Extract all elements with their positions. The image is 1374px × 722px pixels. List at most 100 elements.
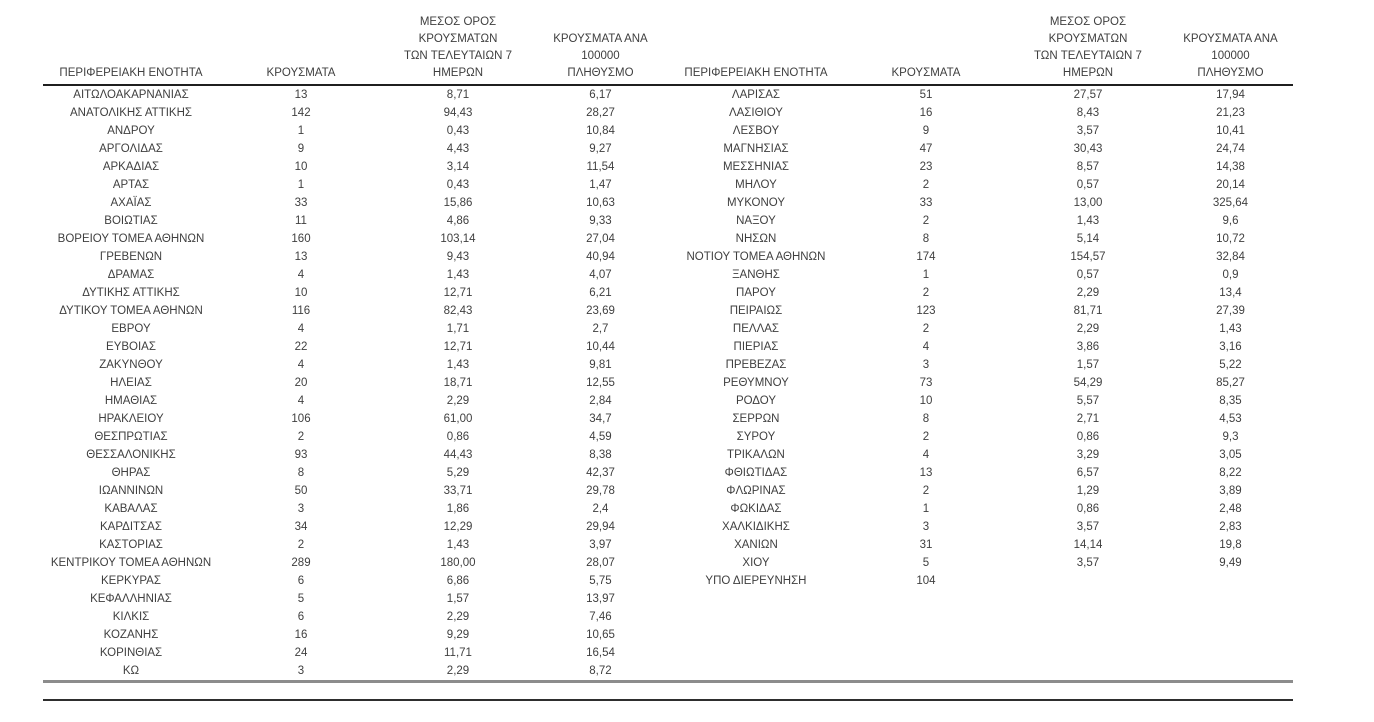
per100k-value: 10,65 — [586, 629, 615, 641]
region-name: ΘΕΣΣΑΛΟΝΙΚΗΣ — [86, 449, 176, 461]
cases-value: 289 — [291, 557, 311, 569]
per100k-value: 10,44 — [586, 341, 615, 353]
cases-value — [844, 626, 1008, 644]
region-name: ΒΟΙΩΤΙΑΣ — [104, 215, 158, 227]
table-row: ΑΧΑΪΑΣ 33 15,86 10,63 ΜΥΚΟΝΟΥ 33 13,00 325,64 — [43, 194, 1293, 212]
region-name: ΚΑΒΑΛΑΣ — [104, 503, 158, 515]
per100k-value: 8,38 — [589, 449, 612, 461]
per100k-value — [1168, 626, 1293, 644]
region-name: ΚΕΡΚΥΡΑΣ — [101, 575, 161, 587]
region-name: ΜΥΚΟΝΟΥ — [726, 197, 785, 209]
region-name: ΛΑΣΙΘΙΟΥ — [728, 107, 783, 119]
avg7day-value: 1,43 — [1076, 215, 1100, 227]
region-name: ΘΕΣΠΡΩΤΙΑΣ — [94, 431, 168, 443]
region-name: ΚΟΡΙΝΘΙΑΣ — [99, 647, 163, 659]
region-name — [668, 626, 844, 644]
per100k-value: 1,43 — [1219, 323, 1242, 335]
cases-value: 3 — [922, 521, 930, 533]
cases-value: 11 — [295, 215, 307, 227]
table-row: ΒΟΡΕΙΟΥ ΤΟΜΕΑ ΑΘΗΝΩΝ 160 103,14 27,04 ΝΗΣΩΝ 8… — [43, 230, 1293, 248]
avg7day-value: 0,43 — [446, 125, 470, 137]
region-name: ΝΑΞΟΥ — [736, 215, 776, 227]
region-name: ΚΙΛΚΙΣ — [112, 611, 150, 623]
region-name: ΚΕΝΤΡΙΚΟΥ ΤΟΜΕΑ ΑΘΗΝΩΝ — [50, 557, 212, 569]
per100k-value: 28,27 — [586, 107, 615, 119]
table-row: ΑΡΓΟΛΙΔΑΣ 9 4,43 9,27 ΜΑΓΝΗΣΙΑΣ 47 30,43 24,74 — [43, 140, 1293, 158]
per100k-value: 0,9 — [1222, 269, 1239, 281]
region-name: ΧΙΟΥ — [742, 557, 770, 569]
avg7day-value: 82,43 — [443, 305, 473, 317]
per100k-value: 23,69 — [586, 305, 615, 317]
table-row: ΚΙΛΚΙΣ 6 2,29 7,46 — [43, 608, 1293, 626]
per100k-value: 6,17 — [589, 89, 612, 101]
table-row: ΚΟΖΑΝΗΣ 16 9,29 10,65 — [43, 626, 1293, 644]
table-row: ΗΜΑΘΙΑΣ 4 2,29 2,84 ΡΟΔΟΥ 10 5,57 8,35 — [43, 392, 1293, 410]
avg7day-value: 9,43 — [446, 251, 470, 263]
header-per100k-right: ΚΡΟΥΣΜΑΤΑ ΑΝΑ 100000 ΠΛΗΘΥΣΜΟ — [1183, 33, 1278, 79]
header-row: ΠΕΡΙΦΕΡΕΙΑΚΗ ΕΝΟΤΗΤΑ ΚΡΟΥΣΜΑΤΑ ΜΕΣΟΣ ΟΡΟ… — [43, 12, 1293, 85]
avg7day-value: 2,29 — [1076, 287, 1100, 299]
avg7day-value: 8,43 — [1076, 107, 1100, 119]
cases-value: 33 — [919, 197, 933, 209]
region-name: ΚΑΡΔΙΤΣΑΣ — [100, 521, 162, 533]
table-row: ΔΥΤΙΚΟΥ ΤΟΜΕΑ ΑΘΗΝΩΝ 116 82,43 23,69 ΠΕΙΡΑΙΩ… — [43, 302, 1293, 320]
region-name: ΠΑΡΟΥ — [736, 287, 776, 299]
avg7day-value: 11,71 — [444, 647, 472, 659]
table-row: ΚΑΡΔΙΤΣΑΣ 34 12,29 29,94 ΧΑΛΚΙΔΙΚΗΣ 3 3,57 2,83 — [43, 518, 1293, 536]
per100k-value: 2,84 — [589, 395, 612, 407]
region-name: ΗΜΑΘΙΑΣ — [104, 395, 158, 407]
avg7day-value: 1,43 — [446, 539, 470, 551]
region-name: ΡΕΘΥΜΝΟΥ — [723, 377, 789, 389]
cases-value: 51 — [919, 89, 933, 101]
avg7day-value: 1,71 — [446, 323, 470, 335]
avg7day-value: 3,57 — [1076, 125, 1100, 137]
per100k-value: 21,23 — [1216, 107, 1245, 119]
avg7day-value: 3,29 — [1076, 449, 1100, 461]
cases-value: 47 — [919, 143, 933, 155]
avg7day-value: 0,43 — [446, 179, 470, 191]
region-name — [668, 590, 844, 608]
per100k-value: 325,64 — [1212, 197, 1249, 209]
region-name: ΑΡΤΑΣ — [112, 179, 150, 191]
cases-value: 5 — [922, 557, 930, 569]
region-name: ΔΡΑΜΑΣ — [107, 269, 155, 281]
cases-value: 24 — [294, 647, 308, 659]
per100k-value: 24,74 — [1216, 143, 1245, 155]
cases-value — [844, 608, 1008, 626]
avg7day-value: 33,71 — [443, 485, 473, 497]
cases-value: 4 — [297, 359, 305, 371]
avg7day-value: 2,29 — [1076, 323, 1100, 335]
per100k-value: 13,4 — [1219, 287, 1242, 299]
per100k-value: 32,84 — [1216, 251, 1245, 263]
per100k-value — [1168, 590, 1293, 608]
cases-value: 16 — [919, 107, 933, 119]
cases-value: 2 — [922, 179, 930, 191]
avg7day-value — [1008, 608, 1168, 626]
cases-value: 1 — [297, 179, 305, 191]
avg7day-value: 18,71 — [443, 377, 473, 389]
per100k-value: 6,21 — [589, 287, 612, 299]
per100k-value: 16,54 — [586, 647, 615, 659]
avg7day-value — [1008, 590, 1168, 608]
table-row: ΚΕΦΑΛΛΗΝΙΑΣ 5 1,57 13,97 — [43, 590, 1293, 608]
avg7day-value: 1,57 — [1076, 359, 1100, 371]
per100k-value: 28,07 — [586, 557, 615, 569]
region-name: ΠΡΕΒΕΖΑΣ — [725, 359, 787, 371]
header-region-left: ΠΕΡΙΦΕΡΕΙΑΚΗ ΕΝΟΤΗΤΑ — [59, 67, 203, 79]
cases-value — [844, 644, 1008, 662]
cases-value: 104 — [916, 575, 936, 587]
per100k-value: 5,22 — [1219, 359, 1242, 371]
region-name: ΑΧΑΪΑΣ — [110, 197, 152, 209]
cases-value: 6 — [297, 575, 305, 587]
avg7day-value: 61,00 — [443, 413, 473, 425]
cases-value: 142 — [291, 107, 311, 119]
region-name: ΠΙΕΡΙΑΣ — [733, 341, 779, 353]
region-name: ΣΕΡΡΩΝ — [732, 413, 780, 425]
avg7day-value: 8,57 — [1076, 161, 1100, 173]
region-name: ΛΑΡΙΣΑΣ — [731, 89, 781, 101]
avg7day-value: 9,29 — [446, 629, 470, 641]
cases-value: 4 — [922, 341, 930, 353]
avg7day-value: 6,86 — [446, 575, 470, 587]
table-row: ΓΡΕΒΕΝΩΝ 13 9,43 40,94 ΝΟΤΙΟΥ ΤΟΜΕΑ ΑΘΗΝΩΝ 17… — [43, 248, 1293, 266]
avg7day-value: 4,43 — [446, 143, 470, 155]
